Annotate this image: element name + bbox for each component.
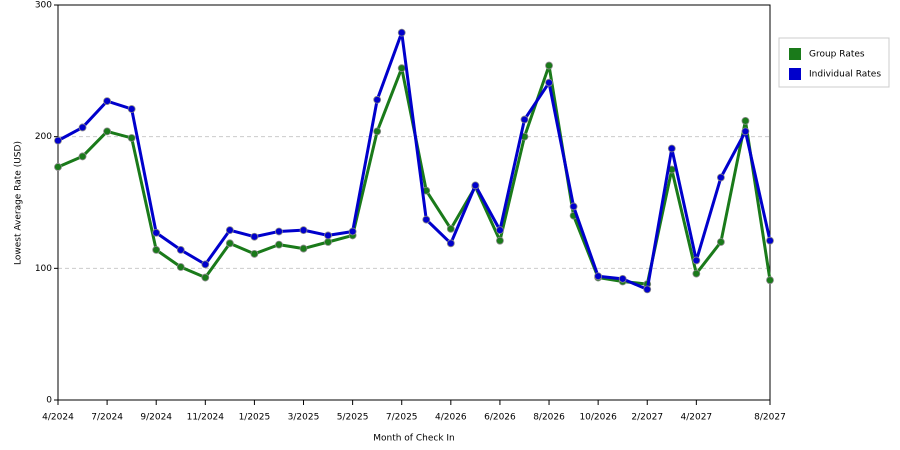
point xyxy=(397,64,406,73)
x-tick-label: 9/2024 xyxy=(140,413,172,423)
x-tick-label: 8/2027 xyxy=(754,413,786,423)
legend-swatch xyxy=(789,48,801,60)
x-tick-label: 4/2027 xyxy=(681,413,713,423)
point xyxy=(569,202,578,211)
x-tick-label: 11/2024 xyxy=(187,413,225,423)
x-tick-label: 1/2025 xyxy=(239,413,271,423)
y-tick-label: 0 xyxy=(46,396,52,406)
point xyxy=(348,227,357,236)
point xyxy=(201,273,210,282)
legend-swatch xyxy=(789,68,801,80)
y-tick-label: 200 xyxy=(35,132,52,142)
point xyxy=(324,231,332,240)
point xyxy=(78,152,87,161)
point xyxy=(250,232,259,241)
point xyxy=(716,238,725,246)
point xyxy=(618,274,627,283)
x-tick-label: 3/2025 xyxy=(288,413,320,423)
y-tick-label: 100 xyxy=(35,264,52,274)
series-line xyxy=(57,64,772,286)
point xyxy=(766,236,774,245)
y-axis-label: Lowest Average Rate (USD) xyxy=(14,141,24,265)
point xyxy=(299,226,308,235)
x-axis-label: Month of Check In xyxy=(373,434,455,444)
point xyxy=(766,276,774,285)
legend-label: Individual Rates xyxy=(809,70,881,80)
point xyxy=(54,136,62,145)
point xyxy=(54,163,62,171)
point xyxy=(545,61,553,70)
legend-label: Group Rates xyxy=(809,50,865,60)
point xyxy=(692,269,701,278)
point xyxy=(373,95,382,104)
point xyxy=(176,245,185,254)
point xyxy=(250,249,259,258)
x-tick-label: 8/2026 xyxy=(533,413,565,423)
point xyxy=(225,239,234,248)
point xyxy=(152,245,161,254)
point xyxy=(275,227,283,236)
x-tick-label: 2/2027 xyxy=(631,413,663,423)
series-line xyxy=(57,31,772,291)
point xyxy=(127,105,136,113)
x-tick-label: 6/2026 xyxy=(484,413,516,423)
point xyxy=(496,236,504,245)
point xyxy=(78,123,87,132)
point xyxy=(422,215,431,224)
point xyxy=(201,260,210,269)
point xyxy=(103,127,112,136)
point xyxy=(741,127,750,136)
point xyxy=(594,272,603,281)
point xyxy=(103,97,112,106)
point xyxy=(275,240,283,249)
point xyxy=(520,115,529,124)
point xyxy=(643,285,652,294)
point xyxy=(716,173,725,182)
point xyxy=(545,78,553,87)
x-tick-label: 4/2024 xyxy=(42,413,74,423)
x-tick-label: 5/2025 xyxy=(337,413,369,423)
point xyxy=(299,244,308,253)
point xyxy=(692,256,701,265)
x-tick-label: 7/2025 xyxy=(386,413,418,423)
point xyxy=(667,144,676,153)
plot-frame xyxy=(57,4,771,401)
point xyxy=(446,239,455,248)
x-tick-label: 10/2026 xyxy=(579,413,617,423)
point xyxy=(373,127,382,136)
point xyxy=(324,238,332,246)
point xyxy=(152,228,161,237)
point xyxy=(446,224,455,233)
y-tick-label: 300 xyxy=(35,1,52,11)
point xyxy=(496,226,504,235)
point xyxy=(397,28,406,37)
point xyxy=(225,226,234,235)
point xyxy=(471,181,480,190)
point xyxy=(741,116,750,125)
point xyxy=(176,263,185,271)
x-tick-label: 4/2026 xyxy=(435,413,467,423)
x-tick-label: 7/2024 xyxy=(91,413,123,423)
point xyxy=(127,134,136,142)
